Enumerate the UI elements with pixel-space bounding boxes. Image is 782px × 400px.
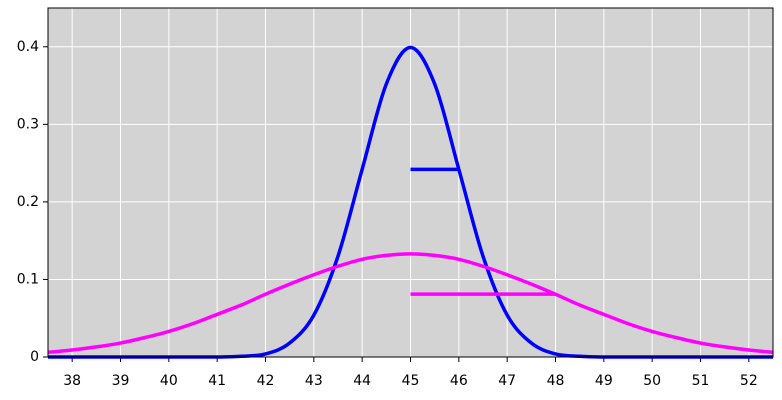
x-tick-label: 39 xyxy=(112,373,130,389)
x-tick-label: 48 xyxy=(547,373,565,389)
x-tick-label: 46 xyxy=(450,373,468,389)
y-tick-label: 0 xyxy=(30,349,39,365)
x-tick-label: 51 xyxy=(692,373,710,389)
x-tick-label: 44 xyxy=(353,373,371,389)
x-tick-label: 45 xyxy=(402,373,420,389)
plot-border xyxy=(47,7,774,358)
x-tick-label: 40 xyxy=(160,373,178,389)
x-tick-label: 42 xyxy=(257,373,275,389)
x-tick-label: 41 xyxy=(208,373,226,389)
x-tick-label: 50 xyxy=(643,373,661,389)
x-tick-label: 52 xyxy=(740,373,758,389)
x-tick-label: 38 xyxy=(63,373,81,389)
y-tick-label: 0.1 xyxy=(17,271,39,287)
curve xyxy=(47,252,774,355)
y-tick-label: 0.3 xyxy=(17,116,39,132)
x-tick-label: 43 xyxy=(305,373,323,389)
x-tick-label: 49 xyxy=(595,373,613,389)
y-tick-label: 0.4 xyxy=(17,39,39,55)
y-tick-label: 0.2 xyxy=(17,194,39,210)
x-tick-label: 47 xyxy=(498,373,516,389)
